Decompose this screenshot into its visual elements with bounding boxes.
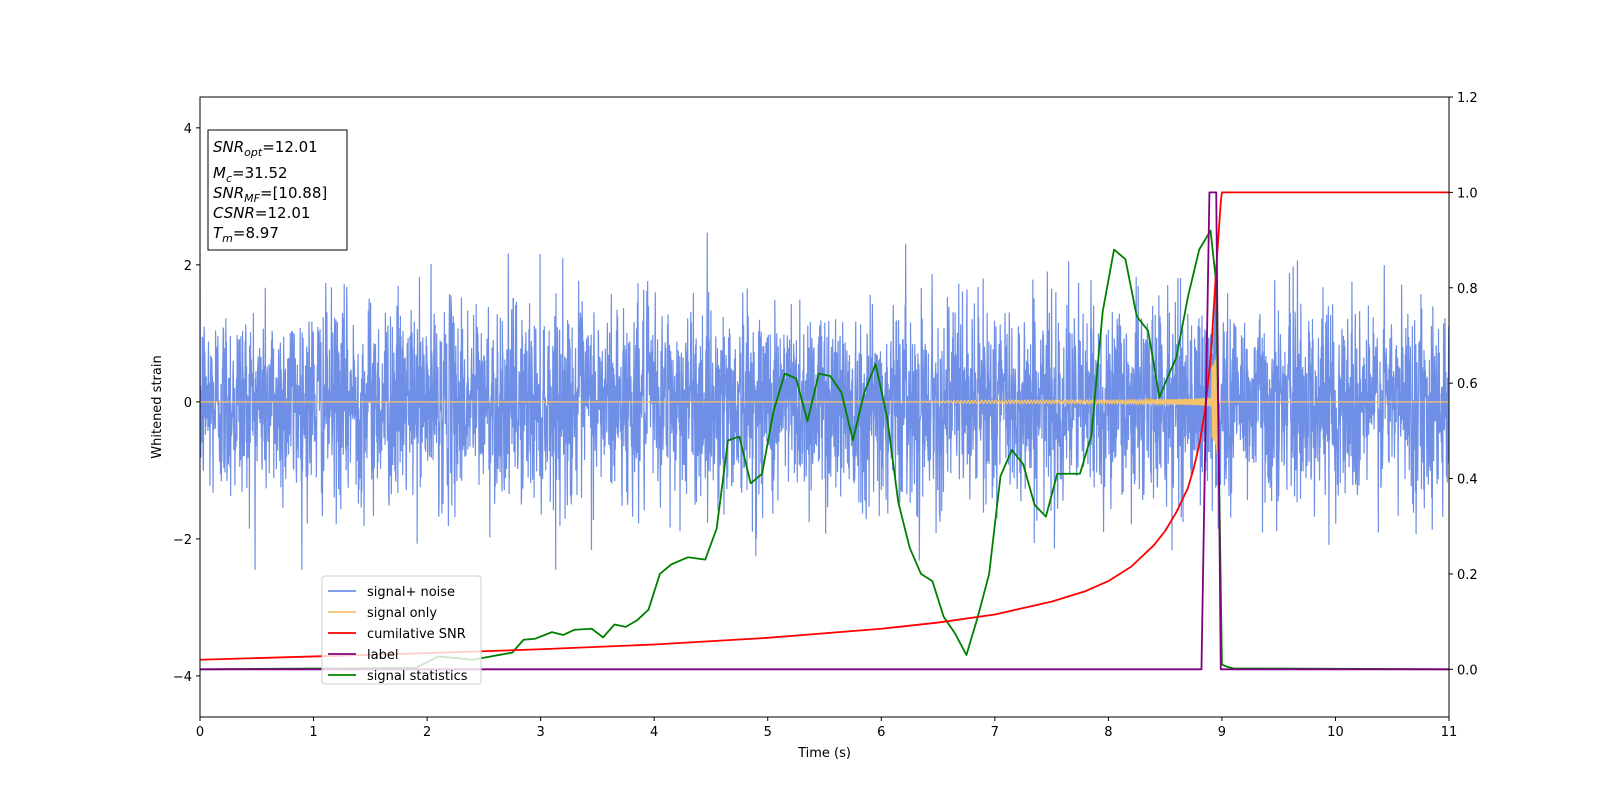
x-tick-label: 0 [196,725,204,740]
x-tick-label: 7 [991,725,999,740]
x-tick-label: 4 [650,725,658,740]
y-tick-label: 0 [184,396,192,411]
y-tick-label: 2 [184,259,192,274]
series-cumulative-snr [200,191,1449,661]
y2-tick-label: 0.8 [1457,282,1478,297]
x-tick-label: 10 [1327,725,1344,740]
annotation-line: SNRMF=[10.88] [213,184,327,205]
x-tick-label: 1 [309,725,317,740]
plot-frame [199,96,1450,718]
x-axis-label: Time (s) [797,746,851,761]
y-axis-label: Whitened strain [150,355,165,458]
annotation-line: Mc=31.52 [213,164,288,185]
annotation-box: SNRopt=12.01 Mc=31.52SNRMF=[10.88]CSNR=12… [207,129,348,251]
annotation-line: CSNR=12.01 [213,204,310,222]
y-tick-label: −2 [173,533,192,548]
y2-tick-label: 0.4 [1457,473,1478,488]
y2-tick-label: 0.2 [1457,568,1478,583]
legend: signal+ noise signal only cumilative SNR la… [321,575,482,685]
x-tick-label: 6 [877,725,885,740]
x-tick-label: 11 [1441,725,1458,740]
y-tick-label: 4 [184,122,192,137]
annotation-line: SNRopt=12.01 [213,138,318,159]
x-tick-label: 3 [536,725,544,740]
legend-label: cumilative SNR [367,627,466,642]
x-tick-label: 8 [1104,725,1112,740]
annotation-line: Tm=8.97 [213,224,279,245]
x-tick-label: 9 [1218,725,1226,740]
series-label [200,191,1449,671]
y2-tick-label: 0.6 [1457,377,1478,392]
x-tick-label: 5 [764,725,772,740]
legend-label: label [367,648,398,663]
series-signal-statistics [200,229,1449,671]
x-tick-label: 2 [423,725,431,740]
series-signal-noise [200,232,1449,570]
legend-label: signal+ noise [367,585,455,600]
y2-tick-label: 0.0 [1457,663,1478,678]
legend-label: signal only [367,606,437,621]
legend-label: signal statistics [367,669,468,684]
y2-tick-label: 1.2 [1457,91,1478,106]
y-tick-label: −4 [173,670,192,685]
y2-tick-label: 1.0 [1457,186,1478,201]
series-signal-only [200,361,1449,470]
series-layer [200,191,1449,671]
ticks-layer: 0 1 2 3 4 5 6 7 8 9 10 11 −4 −2 0 2 4 0.0 0.2 0.4 0.6 0.8 1.0 1… [173,91,1478,740]
